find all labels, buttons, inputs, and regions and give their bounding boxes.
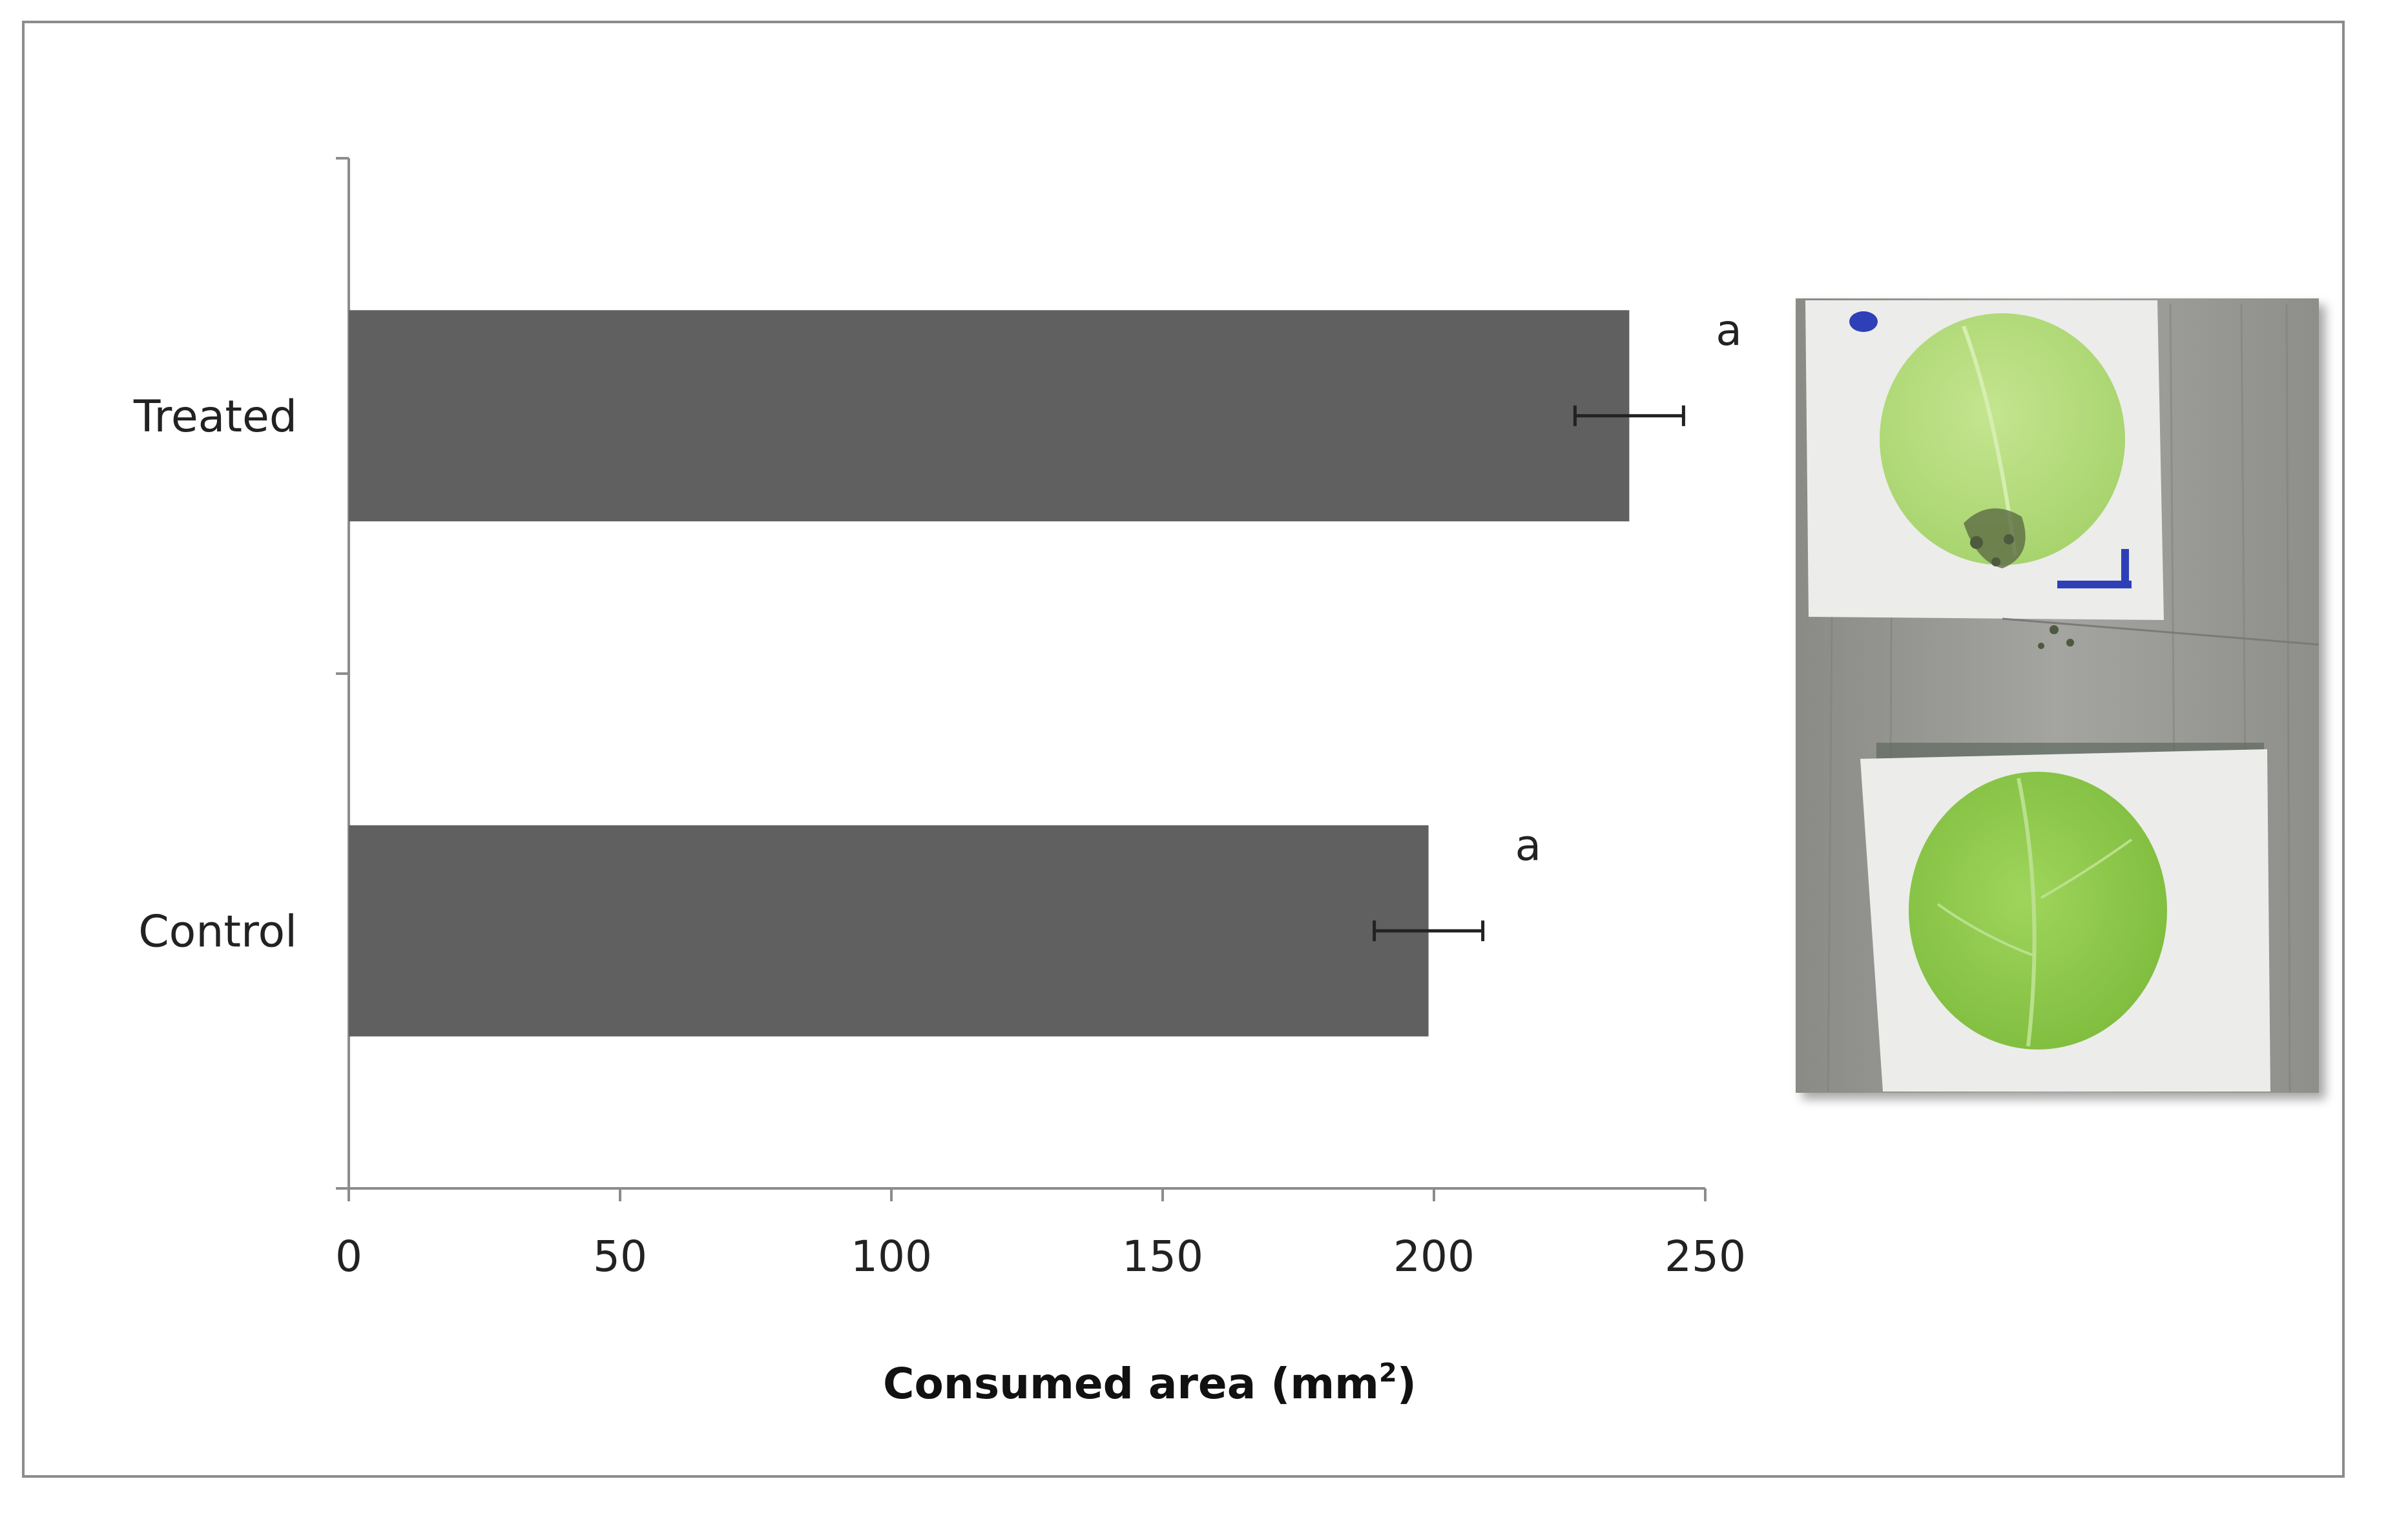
x-tick-label: 250 bbox=[1665, 1232, 1746, 1281]
x-axis-title-superscript: 2 bbox=[1379, 1358, 1397, 1388]
category-label-control: Control bbox=[138, 906, 297, 957]
bar-treated bbox=[349, 310, 1630, 522]
significance-letter: a bbox=[1515, 820, 1541, 870]
significance-letter: a bbox=[1716, 305, 1741, 355]
x-tick-label: 150 bbox=[1122, 1232, 1203, 1281]
divider-line bbox=[2002, 617, 2320, 646]
bars-group: a Treated a Control bbox=[133, 305, 1742, 1037]
blue-ink-mark-icon bbox=[2057, 549, 2132, 588]
blue-ink-mark-icon bbox=[1849, 311, 1878, 332]
x-axis-ticks: 0 50 100 150 200 250 bbox=[335, 1188, 1746, 1281]
category-label-treated: Treated bbox=[133, 391, 297, 442]
x-tick-label: 0 bbox=[335, 1232, 362, 1281]
x-axis-title-main: Consumed area (mm bbox=[883, 1359, 1379, 1409]
x-axis-title: Consumed area (mm2) bbox=[883, 1358, 1417, 1409]
x-tick-label: 200 bbox=[1393, 1232, 1475, 1281]
frass-icon bbox=[1970, 534, 2074, 649]
bar-control bbox=[349, 825, 1429, 1037]
x-tick-label: 100 bbox=[851, 1232, 932, 1281]
leaf-disc-photo bbox=[1796, 298, 2320, 1093]
leaf-vein-icon bbox=[2017, 778, 2037, 1047]
x-axis-title-end: ) bbox=[1397, 1359, 1417, 1409]
control-leaf-disc-icon bbox=[1909, 772, 2167, 1050]
treated-leaf-disc-icon bbox=[1880, 313, 2125, 565]
feeding-damage-icon bbox=[1964, 508, 2026, 568]
x-tick-label: 50 bbox=[593, 1232, 647, 1281]
leaf-vein-icon bbox=[1936, 838, 2133, 957]
